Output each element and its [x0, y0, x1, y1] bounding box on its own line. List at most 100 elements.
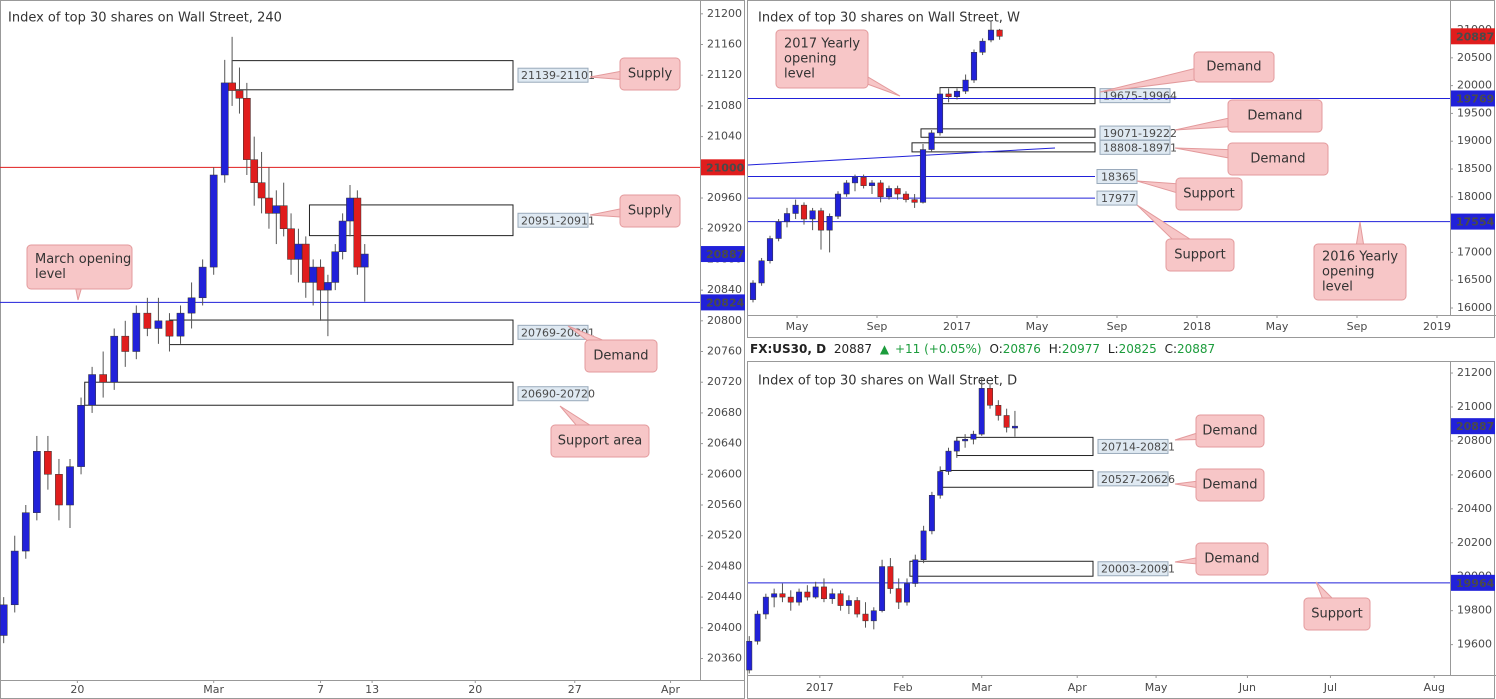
candle-body — [749, 282, 757, 300]
zone-label-box — [517, 212, 589, 228]
x-tick-label: Sep — [1347, 320, 1368, 333]
y-tick-label: 20200 — [1457, 536, 1492, 549]
zone-label-box — [1099, 88, 1171, 104]
callout-text: Demand — [1247, 109, 1302, 124]
candle-body — [787, 596, 794, 603]
candle-body — [902, 193, 910, 200]
trendline — [747, 147, 1056, 166]
x-tick-label: Sep — [1107, 320, 1128, 333]
candle-body — [829, 593, 836, 600]
ticker-low-label: L: — [1108, 342, 1119, 356]
axis-price-box — [1451, 418, 1495, 435]
ticker-low: 20825 — [1119, 342, 1157, 356]
candle-body — [928, 132, 935, 150]
candle-body — [987, 388, 993, 406]
axis-price-box — [1451, 90, 1495, 107]
candle-body — [945, 450, 952, 472]
candle-body — [894, 188, 901, 195]
y-tick-label: 20640 — [707, 437, 742, 450]
zone — [308, 204, 514, 237]
candle-body — [324, 282, 332, 291]
x-tick-label: 2017 — [806, 681, 834, 694]
candle-body — [0, 604, 8, 636]
candle-body — [250, 159, 259, 183]
candle-body — [762, 596, 769, 615]
callout-text: Support — [1174, 248, 1225, 263]
candle-body — [1003, 415, 1010, 428]
candle-body — [243, 97, 251, 160]
x-tick-label: Feb — [893, 681, 912, 694]
callout-text: Demand — [1250, 152, 1305, 167]
ticker-last: 20887 — [834, 342, 872, 356]
axis-price-label: 20887 — [706, 248, 744, 261]
level-label: 18365 — [1101, 171, 1136, 184]
callout-text: level — [1322, 280, 1353, 295]
candle-body — [265, 197, 273, 214]
zone-label-box — [517, 386, 589, 402]
y-tick-label: 20600 — [707, 467, 742, 480]
candle-body — [962, 438, 969, 442]
callout-text: Demand — [1204, 552, 1259, 567]
x-tick-label: May — [1026, 320, 1049, 333]
callout-cover — [1315, 245, 1405, 299]
axis-price-box — [701, 159, 745, 176]
candle-body — [928, 494, 935, 532]
x-tick-label: Jun — [1238, 681, 1256, 694]
level-label-box — [1096, 169, 1138, 185]
candle-body — [272, 205, 281, 214]
chart-title: Index of top 30 shares on Wall Street, D — [758, 374, 1017, 389]
candle-body — [920, 530, 927, 560]
candle-body — [187, 297, 196, 314]
zone-label: 20003-20091 — [1101, 563, 1175, 576]
callout-cover — [1197, 470, 1263, 500]
y-tick-label: 19000 — [1457, 134, 1492, 147]
candle-body — [912, 559, 919, 584]
candle-body — [132, 312, 141, 352]
candle-body — [936, 93, 944, 134]
candle-body — [766, 238, 774, 261]
callout-text: level — [35, 267, 66, 282]
candle-body — [779, 593, 786, 598]
x-tick-label: May — [786, 320, 809, 333]
candle-body — [862, 613, 869, 622]
zone-label: 20690-20720 — [521, 388, 595, 401]
candle-body — [987, 29, 995, 41]
candle-body — [826, 216, 833, 231]
zone-label: 20714-20821 — [1101, 440, 1175, 453]
ticker-arrow: ▲ — [880, 342, 890, 356]
y-tick-label: 20600 — [1457, 468, 1492, 481]
y-tick-label: 20800 — [1457, 434, 1492, 447]
candle-body — [996, 29, 1003, 37]
candle-body — [870, 610, 877, 622]
zone-label: 20951-20911 — [521, 214, 595, 227]
y-tick-label: 20480 — [707, 559, 742, 572]
candle-body — [99, 374, 107, 383]
zone-label: 21139-21101 — [521, 69, 595, 82]
candle-body — [821, 586, 827, 600]
x-tick-label: 13 — [365, 683, 379, 696]
y-tick-label: 21000 — [1457, 400, 1492, 413]
y-tick-label: 17000 — [1457, 245, 1492, 258]
y-tick-label: 20000 — [1457, 79, 1492, 92]
candle-body — [978, 388, 985, 435]
ticker-close-label: C: — [1165, 342, 1177, 356]
y-tick-label: 21120 — [707, 68, 742, 81]
candle-body — [220, 82, 229, 176]
axis-price-label: 20887 — [1456, 30, 1494, 43]
candle-body — [154, 320, 163, 329]
chart-title: Index of top 30 shares on Wall Street, W — [758, 11, 1020, 26]
y-tick-label: 20560 — [707, 498, 742, 511]
candle-body — [55, 474, 63, 506]
y-tick-label: 18500 — [1457, 162, 1492, 175]
zone-label-box — [517, 67, 589, 83]
candle-body — [887, 566, 894, 589]
callout-cover — [1177, 179, 1241, 209]
callout-text: March opening — [35, 252, 131, 267]
candle-body — [228, 82, 236, 91]
candle-body — [911, 199, 918, 203]
candle-body — [877, 182, 884, 198]
y-tick-label: 21160 — [707, 38, 742, 51]
candle-body — [66, 466, 74, 506]
y-tick-label: 20500 — [1457, 51, 1492, 64]
zone-label: 19675-19964 — [1103, 90, 1177, 103]
